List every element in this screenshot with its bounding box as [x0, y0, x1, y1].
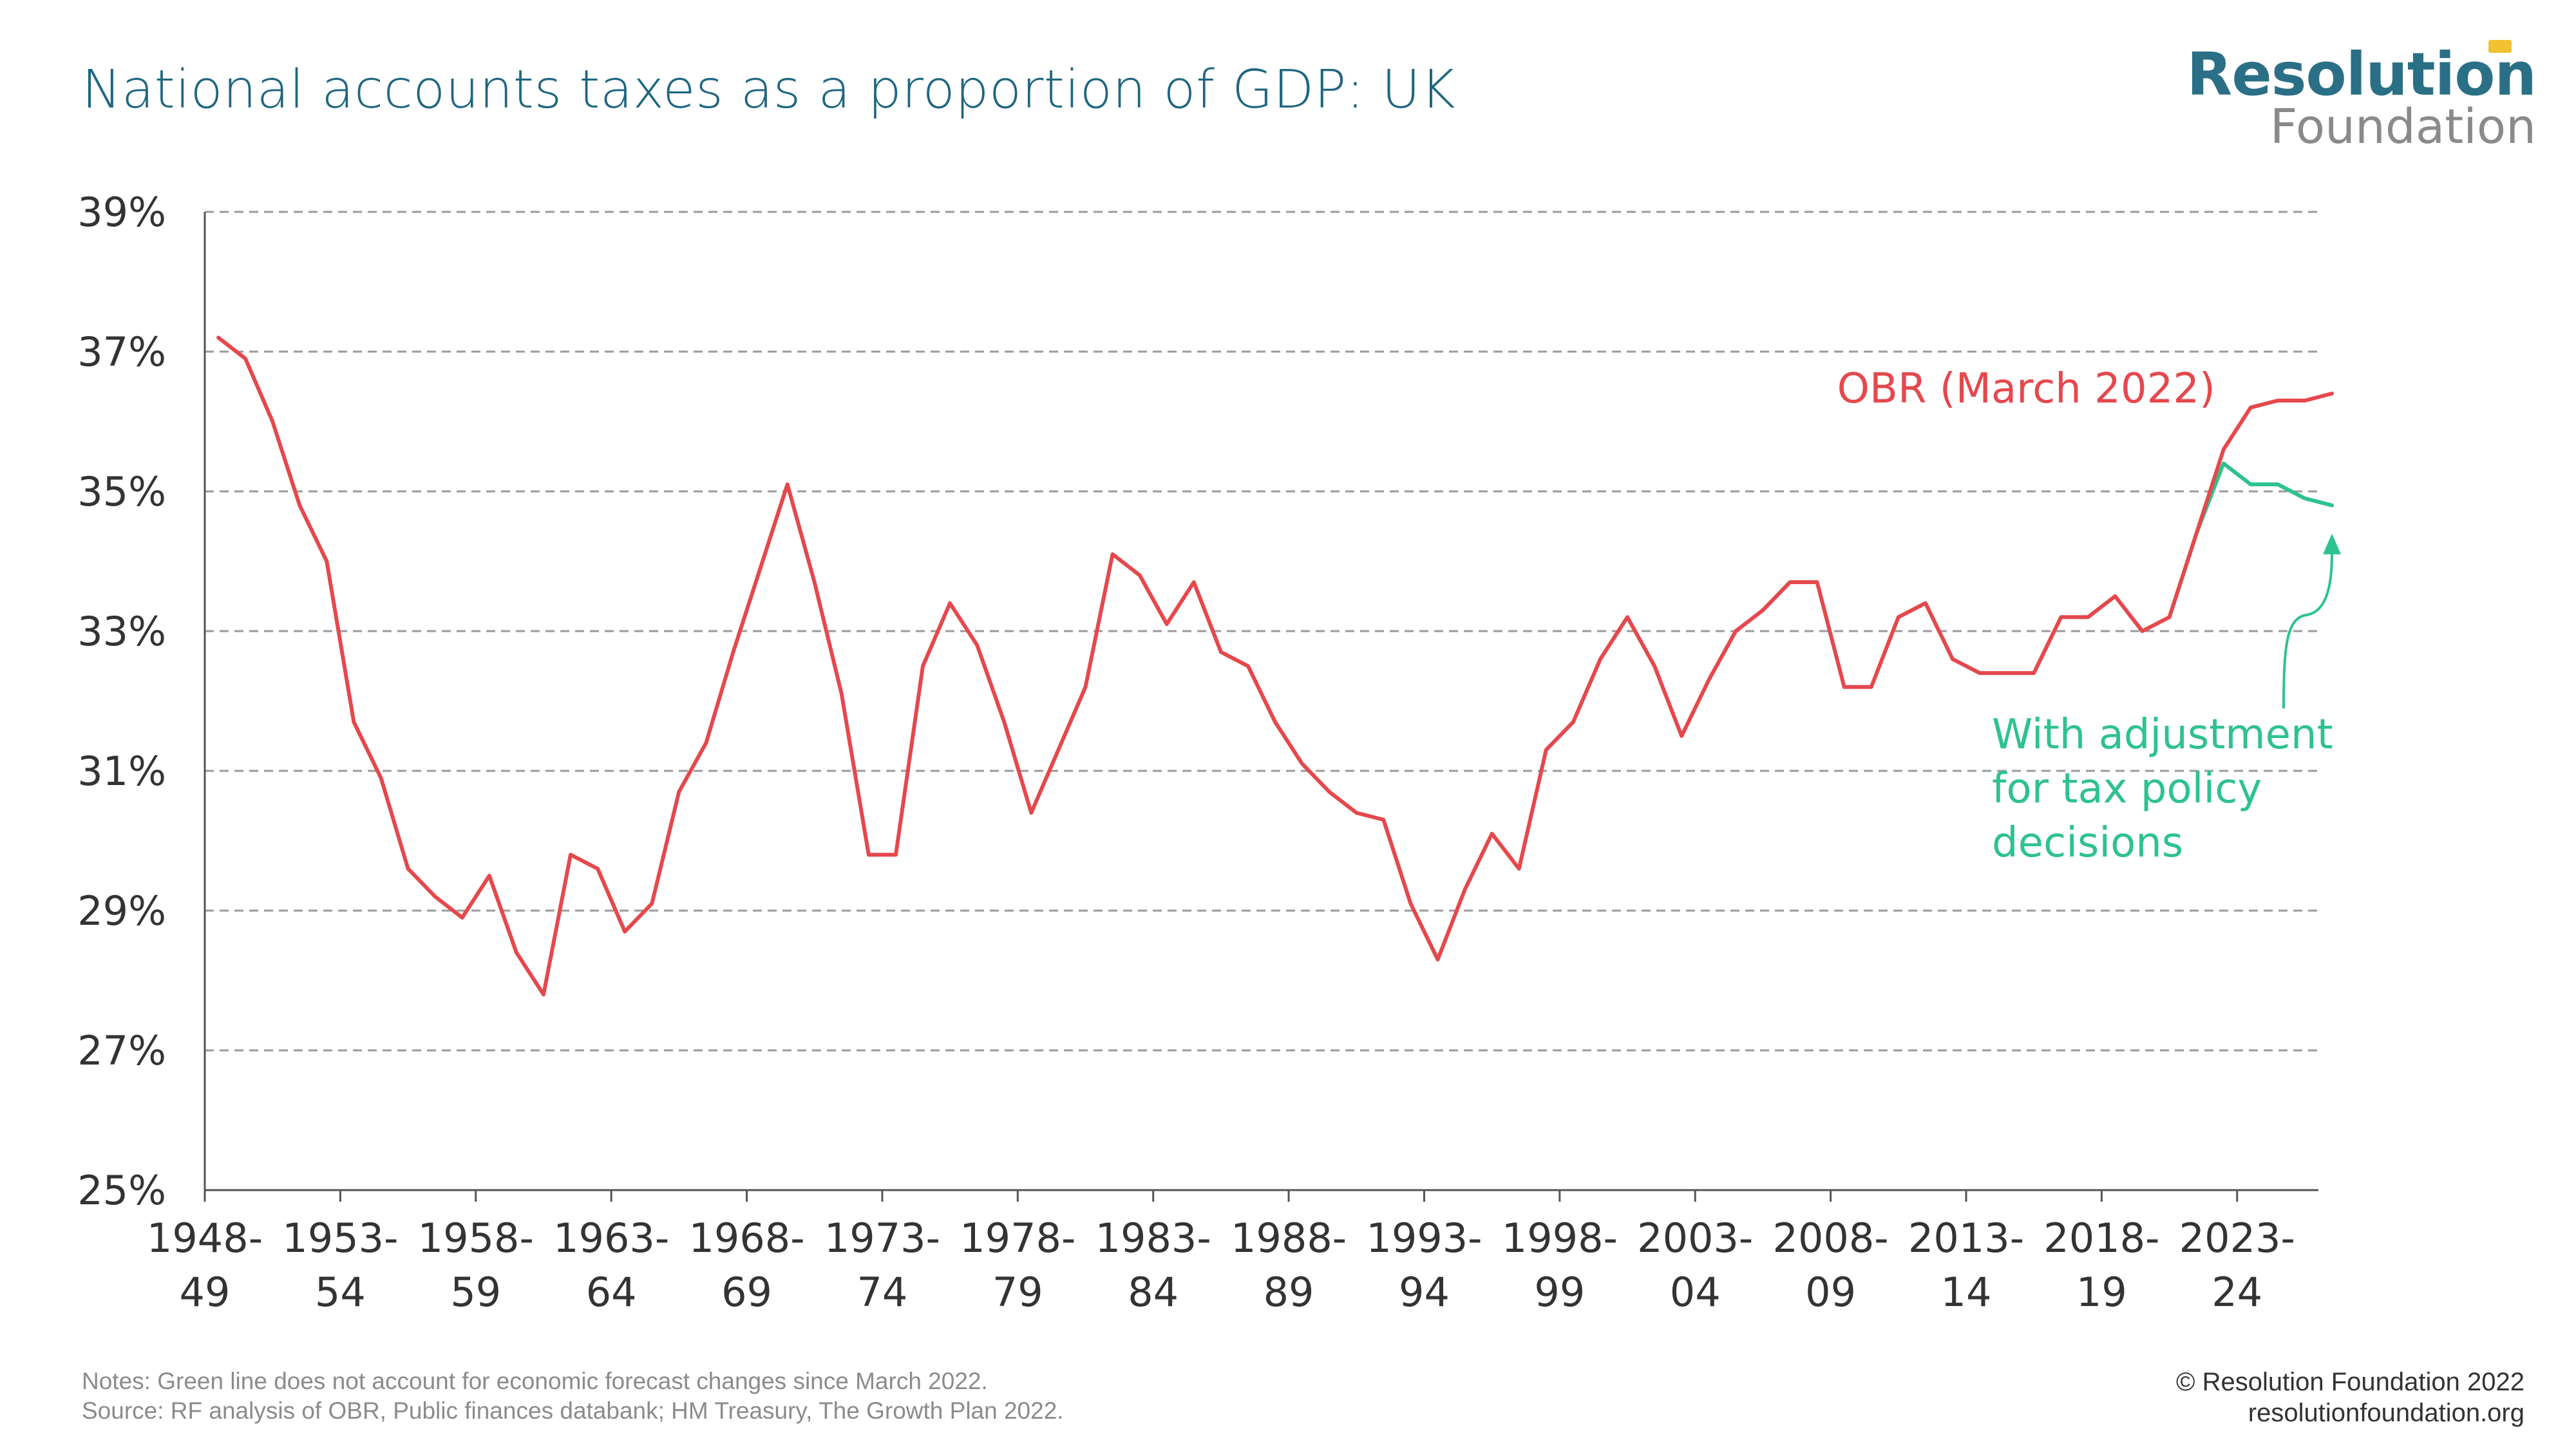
notes-line: Notes: Green line does not account for e… — [82, 1368, 988, 1394]
x-tick-label: 2018- — [2043, 1215, 2159, 1262]
x-tick-label: 59 — [450, 1269, 501, 1316]
x-tick-label: 79 — [992, 1269, 1043, 1316]
website-line: resolutionfoundation.org — [2248, 1399, 2524, 1427]
x-tick-label: 49 — [180, 1269, 231, 1316]
logo-word-foundation: Foundation — [2269, 99, 2536, 155]
x-tick-label: 1958- — [418, 1215, 534, 1262]
x-axis: 1948- 49 1953- 54 1958- 59 1963- 64 1968- 69 1973-… — [147, 1189, 2318, 1316]
annotation-arrow-line — [2282, 553, 2334, 709]
x-tick-label: 2013- — [1908, 1215, 2024, 1262]
x-tick-label: 1983- — [1095, 1215, 1211, 1262]
x-tick-label: 1963- — [553, 1215, 669, 1262]
x-tick-label: 84 — [1128, 1269, 1179, 1316]
y-tick-label: 27% — [77, 1027, 166, 1074]
y-tick-label: 25% — [77, 1167, 166, 1214]
series-line-obr — [216, 336, 2334, 997]
annotations: OBR (March 2022) With adjustment for tax p… — [1837, 365, 2342, 867]
x-tick-label: 1973- — [824, 1215, 940, 1262]
adjusted-series-label: With adjustment — [1992, 711, 2333, 759]
logo-accent-mark — [2488, 40, 2512, 53]
x-tick-label: 94 — [1399, 1269, 1450, 1316]
x-tick-label: 1988- — [1231, 1215, 1347, 1262]
x-tick-label: 1968- — [688, 1215, 804, 1262]
y-tick-label: 39% — [77, 189, 166, 236]
logo-word-resolution: Resolution — [2186, 40, 2537, 109]
resolution-foundation-logo: Resolution Foundation — [2186, 40, 2537, 155]
y-axis: 25% 27% 29% 31% 33% 35% 37% 39% — [77, 189, 206, 1214]
x-tick-label: 1993- — [1366, 1215, 1482, 1262]
series-lines — [216, 336, 2334, 997]
x-tick-label: 69 — [721, 1269, 772, 1316]
x-tick-label: 74 — [857, 1269, 907, 1316]
x-tick-label: 1948- — [147, 1215, 263, 1262]
x-tick-label: 1953- — [282, 1215, 398, 1262]
copyright: © Resolution Foundation 2022 resolutionf… — [2176, 1367, 2524, 1428]
chart-notes: Notes: Green line does not account for e… — [82, 1367, 1064, 1426]
x-tick-label: 1998- — [1502, 1215, 1618, 1262]
x-tick-label: 99 — [1534, 1269, 1585, 1316]
source-line: Source: RF analysis of OBR, Public finan… — [82, 1397, 1064, 1424]
x-tick-label: 04 — [1670, 1269, 1721, 1316]
x-tick-label: 2023- — [2179, 1215, 2295, 1262]
x-tick-label: 89 — [1264, 1269, 1314, 1316]
x-tick-label: 09 — [1805, 1269, 1856, 1316]
y-tick-label: 37% — [77, 328, 166, 375]
annotation-arrow-head — [2323, 533, 2342, 554]
x-tick-label: 2008- — [1773, 1215, 1889, 1262]
adjusted-series-label: for tax policy — [1992, 765, 2262, 813]
x-tick-label: 19 — [2076, 1269, 2127, 1316]
y-tick-label: 33% — [77, 608, 166, 655]
chart-title: National accounts taxes as a proportion … — [82, 59, 1456, 120]
x-tick-label: 1978- — [960, 1215, 1075, 1262]
gridlines — [205, 211, 2318, 1191]
adjusted-series-label: decisions — [1992, 819, 2183, 867]
copyright-line: © Resolution Foundation 2022 — [2176, 1368, 2524, 1396]
x-tick-label: 24 — [2211, 1269, 2262, 1316]
x-tick-label: 2003- — [1637, 1215, 1753, 1262]
obr-series-label: OBR (March 2022) — [1837, 365, 2215, 413]
y-tick-label: 35% — [77, 468, 166, 515]
x-tick-label: 64 — [586, 1269, 637, 1316]
x-tick-label: 54 — [315, 1269, 366, 1316]
y-tick-label: 31% — [77, 748, 166, 795]
y-tick-label: 29% — [77, 887, 166, 934]
x-tick-label: 14 — [1941, 1269, 1992, 1316]
